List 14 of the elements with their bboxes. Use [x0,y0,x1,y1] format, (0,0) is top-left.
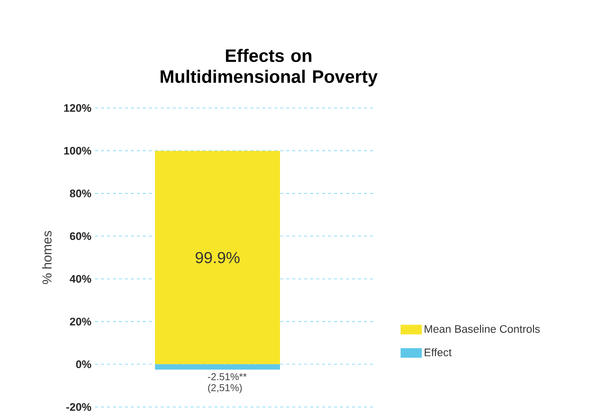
y-axis-title: % homes [42,230,52,284]
y-tick-label: 0% [76,360,92,368]
y-tick-label: 40% [70,274,92,283]
y-tick-label: 80% [70,190,92,198]
y-tick-label: 120% [64,104,92,112]
y-tick-label: 20% [70,318,92,326]
y-tick-label: 100% [64,146,92,155]
y-tick-label: -20% [66,403,92,411]
data-label: 99.9% [196,252,240,264]
y-tick-label: 60% [70,232,92,240]
chart-title: Effects on Multidimensional Poverty [160,48,378,86]
legend-label: Effect [424,348,452,356]
legend-label: Mean Baseline Controls [424,324,540,333]
data-label: -2.51%** (2,51%) [208,373,247,394]
